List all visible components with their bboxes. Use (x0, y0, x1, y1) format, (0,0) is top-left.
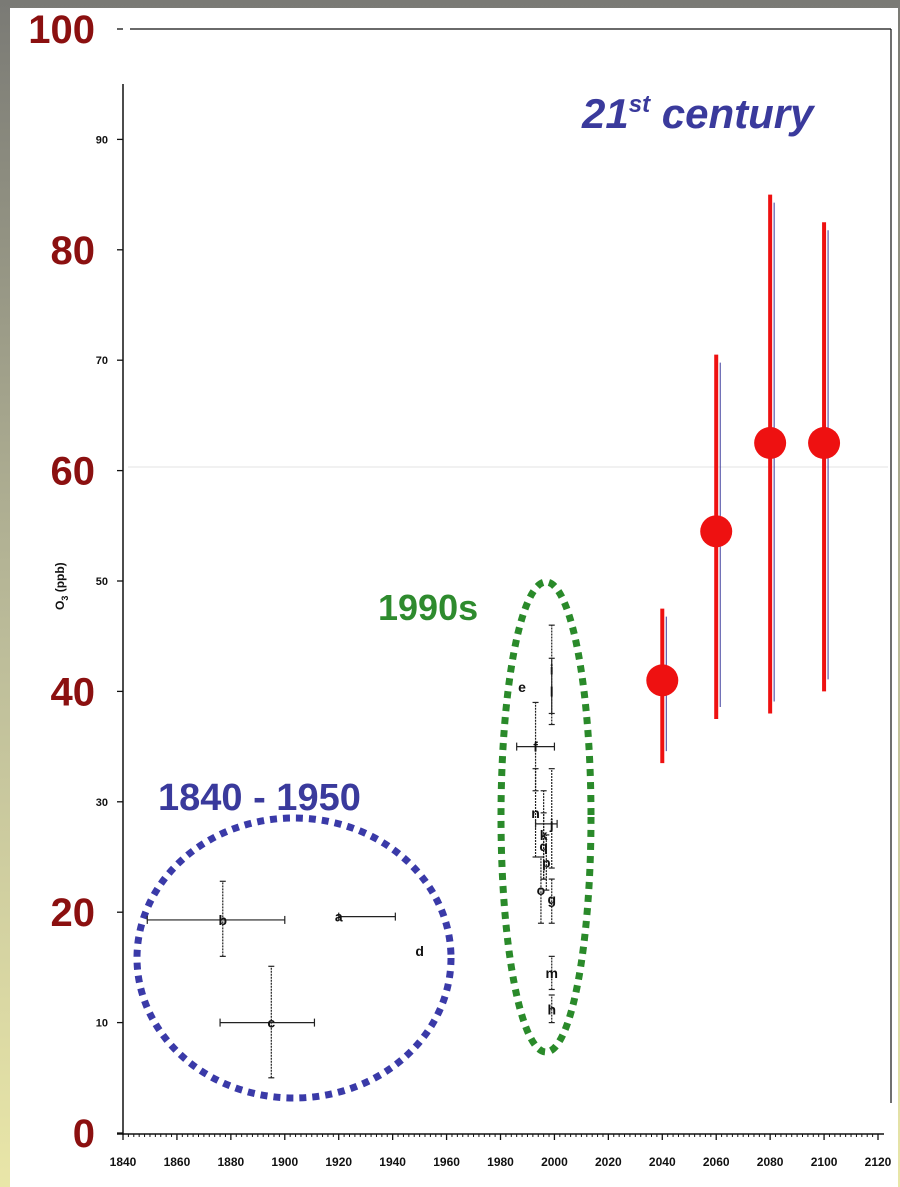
projection-point-2080 (754, 427, 787, 459)
y-tick-label-major: 60 (51, 450, 96, 494)
data-point-f: f (533, 739, 538, 755)
plot-paper (10, 8, 898, 1187)
x-tick-label: 2120 (865, 1155, 892, 1169)
axes: 1840 1860 1880 1900 1920 1940 1960 1980 2000 2020… (28, 8, 891, 1169)
data-point-h: h (547, 1001, 556, 1017)
annotations: 21st century 1990s 1840 - 1950 (133, 90, 816, 1102)
data-point-d: d (415, 943, 424, 959)
x-tick-label: 2040 (649, 1155, 676, 1169)
data-point-p: p (542, 855, 551, 871)
data-marks: abcdefghijklmnopq (146, 194, 841, 1079)
data-point-l: l (550, 683, 554, 699)
period-1840-1950-ellipse (133, 814, 455, 1102)
projection-point-2040 (646, 664, 679, 697)
data-point-c: c (267, 1015, 275, 1031)
period-1990s-ellipse (497, 578, 595, 1056)
x-tick-label: 1880 (218, 1155, 245, 1169)
x-tick-label: 2080 (757, 1155, 784, 1169)
x-tick-label: 1960 (433, 1155, 460, 1169)
y-axis-label: O3 (ppb) (53, 562, 70, 610)
x-tick-label: 1860 (164, 1155, 191, 1169)
annotation-1840-1950: 1840 - 1950 (158, 777, 361, 819)
y-tick-label-minor: 90 (96, 134, 108, 146)
data-point-q: q (539, 838, 548, 854)
data-point-m: m (546, 965, 558, 981)
y-tick-label-minor: 50 (96, 576, 108, 588)
annotation-1990s: 1990s (378, 587, 478, 628)
x-tick-label: 1900 (271, 1155, 298, 1169)
projection-point-2060 (700, 515, 733, 548)
x-tick-label: 2000 (541, 1155, 568, 1169)
data-point-e: e (518, 679, 526, 695)
x-tick-label: 1840 (110, 1155, 137, 1169)
data-point-a: a (335, 909, 343, 925)
x-tick-label: 1920 (325, 1155, 352, 1169)
projection-point-2100 (808, 427, 841, 459)
y-tick-label-major: 20 (51, 891, 96, 935)
x-tick-label: 2100 (811, 1155, 838, 1169)
y-tick-label-major: 80 (51, 229, 96, 273)
data-point-g: g (547, 891, 556, 907)
x-tick-label: 2020 (595, 1155, 622, 1169)
y-tick-label-minor: 70 (96, 355, 108, 367)
x-tick-label: 1940 (379, 1155, 406, 1169)
svg-text:O3 (ppb): O3 (ppb) (53, 562, 70, 610)
y-tick-label-major: 100 (28, 8, 95, 52)
data-point-j: j (549, 816, 554, 832)
y-tick-label-major: 40 (51, 670, 96, 714)
y-tick-label-major: 0 (73, 1112, 95, 1156)
y-tick-label-minor: 30 (96, 797, 108, 809)
data-point-b: b (218, 912, 227, 928)
data-point-n: n (531, 805, 540, 821)
x-tick-label: 1980 (487, 1155, 514, 1169)
x-tick-label: 2060 (703, 1155, 730, 1169)
data-point-o: o (537, 882, 546, 898)
annotation-21st-century: 21st century (581, 90, 816, 137)
y-tick-label-minor: 10 (96, 1018, 108, 1030)
